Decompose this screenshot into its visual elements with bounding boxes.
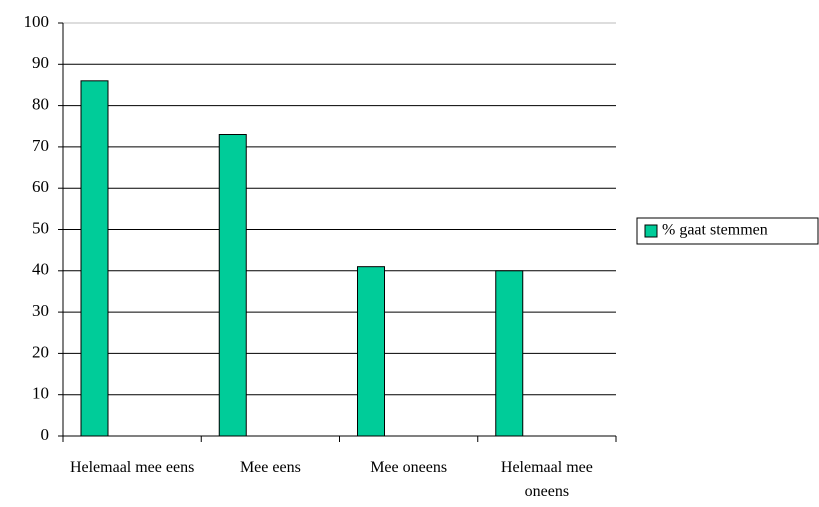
y-tick-label: 90 bbox=[32, 53, 49, 72]
bar bbox=[495, 270, 524, 437]
legend-swatch bbox=[644, 224, 658, 238]
y-tick-label: 80 bbox=[32, 95, 49, 114]
y-tick-label: 60 bbox=[32, 177, 49, 196]
bar bbox=[357, 266, 385, 437]
bar bbox=[218, 134, 247, 437]
y-tick-label: 10 bbox=[32, 384, 49, 403]
x-tick-label: Mee oneens bbox=[370, 459, 448, 476]
legend-box bbox=[636, 217, 819, 245]
y-tick-label: 0 bbox=[41, 425, 50, 444]
x-tick-label: Helemaal mee oneens bbox=[500, 459, 593, 500]
y-tick-label: 40 bbox=[32, 260, 49, 279]
y-tick-label: 50 bbox=[32, 218, 49, 237]
y-tick-label: 100 bbox=[24, 12, 50, 31]
bar bbox=[80, 80, 109, 437]
x-tick-label: Helemaal mee eens bbox=[69, 459, 195, 476]
y-tick-label: 30 bbox=[32, 301, 49, 320]
y-tick-label: 20 bbox=[32, 342, 49, 361]
legend-label: % gaat stemmen bbox=[662, 222, 768, 239]
y-tick-label: 70 bbox=[32, 136, 49, 155]
x-tick-label: Mee eens bbox=[239, 459, 301, 476]
